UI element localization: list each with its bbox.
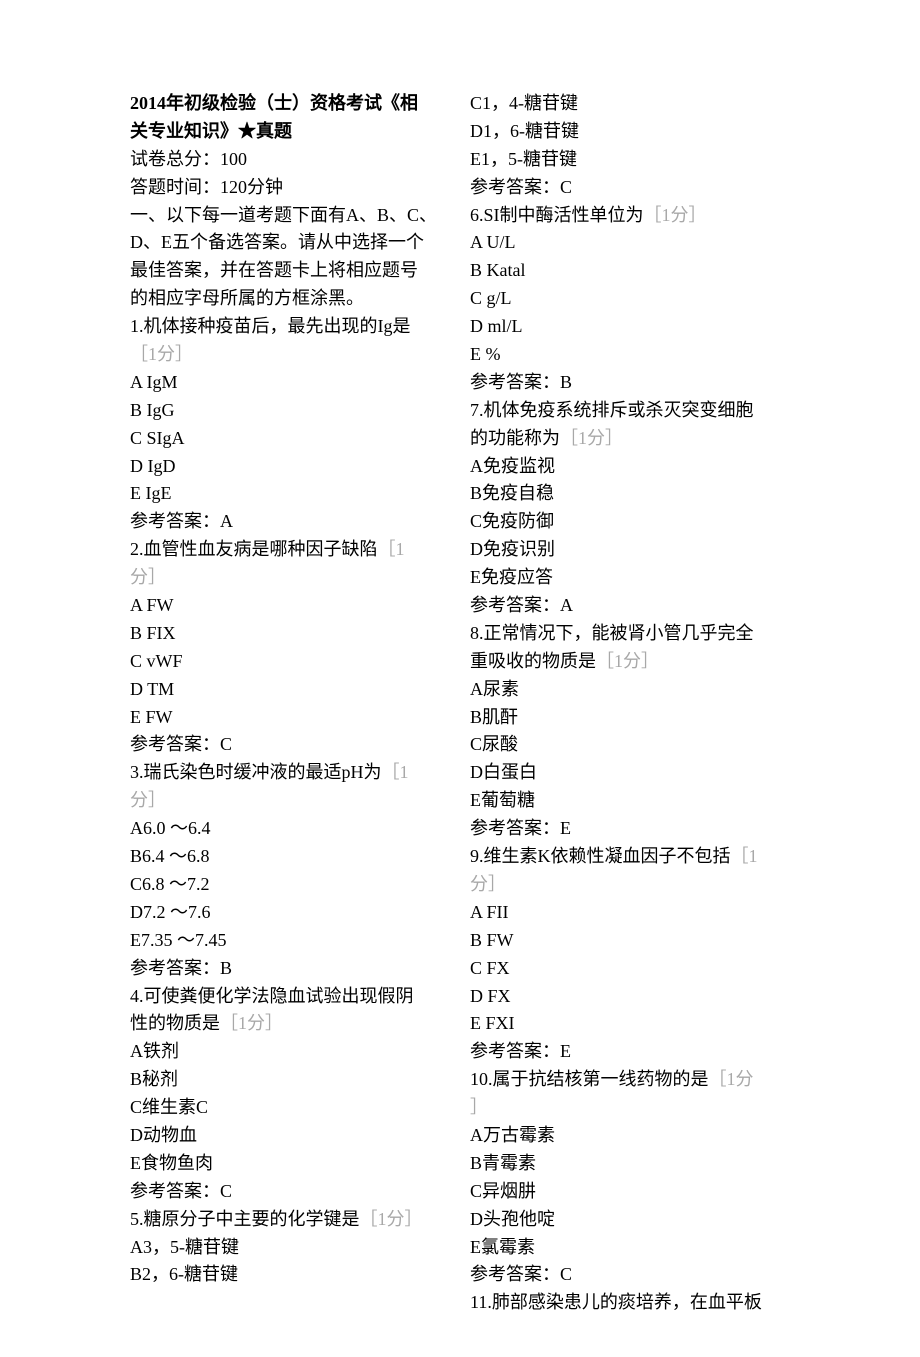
q2-answer: 参考答案：C <box>130 731 450 759</box>
q10-answer: 参考答案：C <box>470 1261 790 1289</box>
q6-answer: 参考答案：B <box>470 369 790 397</box>
q10-optA: A万古霉素 <box>470 1122 790 1150</box>
q8-answer: 参考答案：E <box>470 815 790 843</box>
document-container: 2014年初级检验（士）资格考试《相 关专业知识》★真题 试卷总分：100 答题… <box>130 90 790 1317</box>
q8-optC: C尿酸 <box>470 731 790 759</box>
q5-optD: D1，6-糖苷键 <box>470 118 790 146</box>
q4-answer: 参考答案：C <box>130 1178 450 1206</box>
q10-optC: C异烟肼 <box>470 1178 790 1206</box>
q7-text-line2: 的功能称为［1分］ <box>470 425 790 453</box>
q7-text-line1: 7.机体免疫系统排斥或杀灭突变细胞 <box>470 397 790 425</box>
left-column: 2014年初级检验（士）资格考试《相 关专业知识》★真题 试卷总分：100 答题… <box>130 90 450 1317</box>
q9-text: 9.维生素K依赖性凝血因子不包括［1 <box>470 843 790 871</box>
instructions-line3: 最佳答案，并在答题卡上将相应题号 <box>130 257 450 285</box>
q7-optC: C免疫防御 <box>470 508 790 536</box>
q9-optC: C FX <box>470 955 790 983</box>
q7-optB: B免疫自稳 <box>470 480 790 508</box>
q1-optE: E IgE <box>130 480 450 508</box>
q2-optC: C vWF <box>130 648 450 676</box>
q10-text: 10.属于抗结核第一线药物的是［1分 <box>470 1066 790 1094</box>
q2-optB: B FIX <box>130 620 450 648</box>
q2-optA: A FW <box>130 592 450 620</box>
total-score: 试卷总分：100 <box>130 146 450 174</box>
q4-optC: C维生素C <box>130 1094 450 1122</box>
title-line1: 2014年初级检验（士）资格考试《相 <box>130 90 450 118</box>
q8-optE: E葡萄糖 <box>470 787 790 815</box>
q3-optE: E7.35 〜7.45 <box>130 927 450 955</box>
q4-optE: E食物鱼肉 <box>130 1150 450 1178</box>
q7-answer: 参考答案：A <box>470 592 790 620</box>
instructions-line1: 一、以下每一道考题下面有A、B、C、 <box>130 202 450 230</box>
q5-text: 5.糖原分子中主要的化学键是［1分］ <box>130 1206 450 1234</box>
q6-optB: B Katal <box>470 257 790 285</box>
q10-score-part2: ］ <box>470 1094 790 1122</box>
q8-optB: B肌酐 <box>470 704 790 732</box>
q4-optD: D动物血 <box>130 1122 450 1150</box>
q9-optD: D FX <box>470 983 790 1011</box>
q10-optB: B青霉素 <box>470 1150 790 1178</box>
q1-optA: A IgM <box>130 369 450 397</box>
q2-score-part2: 分］ <box>130 564 450 592</box>
q4-text-line1: 4.可使粪便化学法隐血试验出现假阴 <box>130 983 450 1011</box>
q6-text: 6.SI制中酶活性单位为［1分］ <box>470 202 790 230</box>
q5-optB: B2，6-糖苷键 <box>130 1261 450 1289</box>
q4-text-line2: 性的物质是［1分］ <box>130 1010 450 1038</box>
q11-text: 11.肺部感染患儿的痰培养，在血平板 <box>470 1289 790 1317</box>
q1-text: 1.机体接种疫苗后，最先出现的Ig是 <box>130 313 450 341</box>
q5-answer: 参考答案：C <box>470 174 790 202</box>
q3-text: 3.瑞氏染色时缓冲液的最适pH为［1 <box>130 759 450 787</box>
q3-optA: A6.0 〜6.4 <box>130 815 450 843</box>
q7-optA: A免疫监视 <box>470 453 790 481</box>
title-line2: 关专业知识》★真题 <box>130 118 450 146</box>
q4-optA: A铁剂 <box>130 1038 450 1066</box>
q10-optE: E氯霉素 <box>470 1234 790 1262</box>
q7-optE: E免疫应答 <box>470 564 790 592</box>
q3-answer: 参考答案：B <box>130 955 450 983</box>
q6-optA: A U/L <box>470 229 790 257</box>
q9-optB: B FW <box>470 927 790 955</box>
q2-optD: D TM <box>130 676 450 704</box>
q5-optC: C1，4-糖苷键 <box>470 90 790 118</box>
instructions-line4: 的相应字母所属的方框涂黑。 <box>130 285 450 313</box>
q3-optB: B6.4 〜6.8 <box>130 843 450 871</box>
q8-text-line1: 8.正常情况下，能被肾小管几乎完全 <box>470 620 790 648</box>
q3-optD: D7.2 〜7.6 <box>130 899 450 927</box>
q3-score-part2: 分］ <box>130 787 450 815</box>
q9-answer: 参考答案：E <box>470 1038 790 1066</box>
q6-optD: D ml/L <box>470 313 790 341</box>
q9-score-part2: 分］ <box>470 871 790 899</box>
q1-optD: D IgD <box>130 453 450 481</box>
q6-optC: C g/L <box>470 285 790 313</box>
q1-score: ［1分］ <box>130 341 450 369</box>
q8-text-line2: 重吸收的物质是［1分］ <box>470 648 790 676</box>
q10-optD: D头孢他啶 <box>470 1206 790 1234</box>
q1-optC: C SIgA <box>130 425 450 453</box>
q2-optE: E FW <box>130 704 450 732</box>
instructions-line2: D、E五个备选答案。请从中选择一个 <box>130 229 450 257</box>
q5-optE: E1，5-糖苷键 <box>470 146 790 174</box>
q1-answer: 参考答案：A <box>130 508 450 536</box>
q4-optB: B秘剂 <box>130 1066 450 1094</box>
q6-optE: E % <box>470 341 790 369</box>
q8-optA: A尿素 <box>470 676 790 704</box>
q7-optD: D免疫识别 <box>470 536 790 564</box>
q9-optE: E FXI <box>470 1010 790 1038</box>
q8-optD: D白蛋白 <box>470 759 790 787</box>
q9-optA: A FII <box>470 899 790 927</box>
right-column: C1，4-糖苷键 D1，6-糖苷键 E1，5-糖苷键 参考答案：C 6.SI制中… <box>470 90 790 1317</box>
q2-text: 2.血管性血友病是哪种因子缺陷［1 <box>130 536 450 564</box>
time: 答题时间：120分钟 <box>130 174 450 202</box>
q3-optC: C6.8 〜7.2 <box>130 871 450 899</box>
q1-optB: B IgG <box>130 397 450 425</box>
q5-optA: A3，5-糖苷键 <box>130 1234 450 1262</box>
